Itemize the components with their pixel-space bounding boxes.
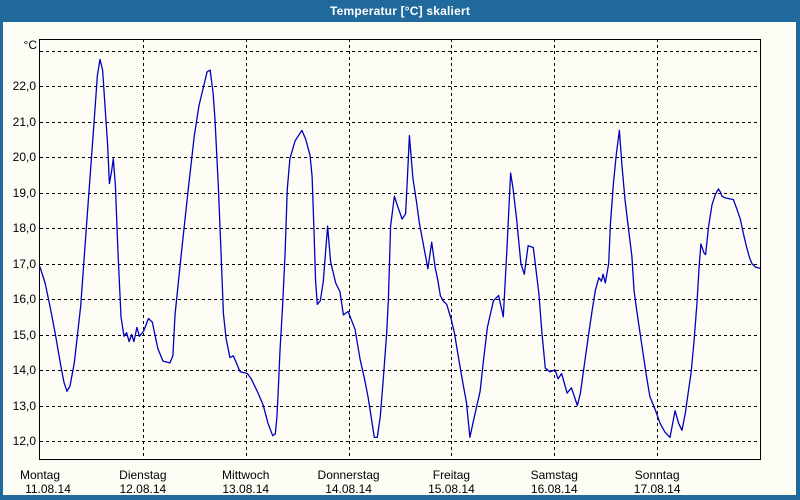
x-date-label: 16.08.14 <box>531 482 578 496</box>
x-date-label: 13.08.14 <box>222 482 269 496</box>
chart-area <box>3 22 796 495</box>
y-tick-label: 21,0 <box>13 115 37 129</box>
y-tick-label: 14,0 <box>13 363 37 377</box>
plot-border <box>39 39 761 460</box>
y-tick-label: 12,0 <box>13 434 37 448</box>
axis-labels: 22,0 21,0 20,0 19,0 18,0 17,0 16,0 15,0 14,0 13,0… <box>13 38 681 496</box>
gridlines <box>40 39 760 459</box>
y-tick-label: 20,0 <box>13 150 37 164</box>
x-date-label: 17.08.14 <box>634 482 681 496</box>
x-day-label: Mittwoch <box>222 468 269 482</box>
x-day-label: Dienstag <box>119 468 166 482</box>
y-tick-label: 19,0 <box>13 186 37 200</box>
window-title: Temperatur [°C] skaliert <box>329 4 471 18</box>
y-axis-unit-label: °C <box>24 38 38 52</box>
x-day-label: Donnerstag <box>318 468 380 482</box>
x-day-label: Freitag <box>433 468 470 482</box>
y-tick-label: 15,0 <box>13 328 37 342</box>
y-tick-label: 16,0 <box>13 292 37 306</box>
temperature-line <box>39 58 761 439</box>
window-title-bar[interactable]: Temperatur [°C] skaliert <box>0 0 800 22</box>
x-date-label: 11.08.14 <box>25 482 71 496</box>
x-day-label: Samstag <box>531 468 578 482</box>
x-day-label: Sonntag <box>635 468 680 482</box>
y-tick-label: 18,0 <box>13 221 37 235</box>
y-tick-label: 13,0 <box>13 399 37 413</box>
x-date-label: 14.08.14 <box>325 482 372 496</box>
x-date-label: 12.08.14 <box>119 482 166 496</box>
x-date-label: 15.08.14 <box>428 482 475 496</box>
x-day-label: Montag <box>20 468 60 482</box>
y-tick-label: 17,0 <box>13 257 37 271</box>
y-tick-label: 22,0 <box>13 79 37 93</box>
